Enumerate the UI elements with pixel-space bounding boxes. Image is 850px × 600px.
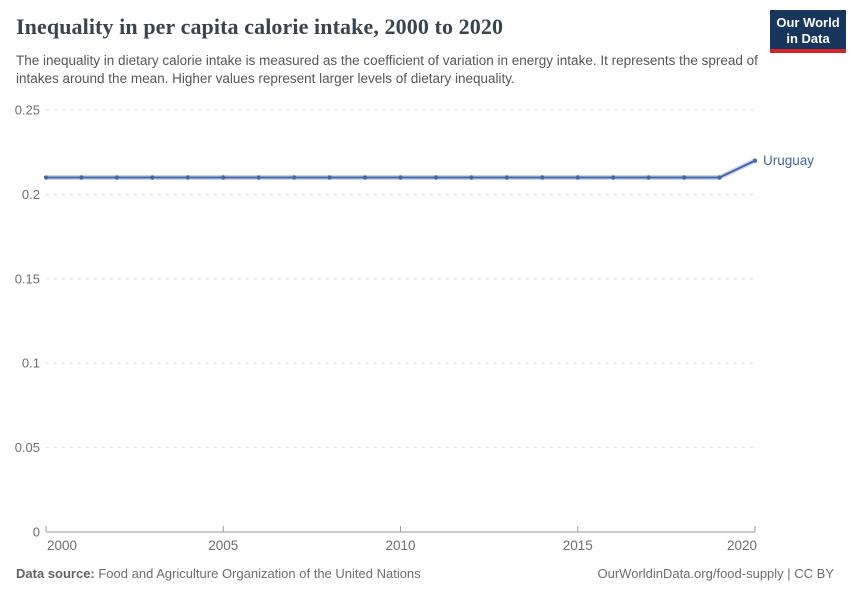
data-point-Uruguay-2005[interactable] — [221, 175, 226, 180]
chart-subtitle: The inequality in dietary calorie intake… — [16, 53, 758, 86]
series-line-halo-Uruguay — [46, 158, 757, 181]
owid-logo-line2: in Data — [786, 30, 830, 46]
data-point-Uruguay-2004[interactable] — [185, 175, 190, 180]
data-source-note: Data source: Food and Agriculture Organi… — [16, 566, 421, 581]
chart-footer: Data source: Food and Agriculture Organi… — [16, 566, 834, 581]
data-point-Uruguay-2011[interactable] — [433, 175, 439, 180]
y-tick-label-0.1: 0.1 — [22, 356, 40, 371]
data-point-Uruguay-2000[interactable] — [43, 175, 49, 180]
x-tick-label-2020: 2020 — [727, 538, 757, 553]
data-point-Uruguay-2006[interactable] — [256, 175, 261, 180]
data-point-Uruguay-2002[interactable] — [114, 175, 119, 180]
data-point-Uruguay-2017[interactable] — [646, 175, 651, 180]
x-tick-label-2000: 2000 — [47, 538, 77, 553]
data-point-Uruguay-2008[interactable] — [327, 175, 332, 180]
data-point-Uruguay-2020[interactable] — [752, 158, 758, 163]
owid-license-link[interactable]: OurWorldinData.org/food-supply | CC BY — [597, 566, 834, 581]
data-source-label: Data source: — [16, 566, 95, 581]
data-point-Uruguay-2012[interactable] — [469, 175, 474, 180]
x-tick-label-2015: 2015 — [563, 538, 593, 553]
data-point-Uruguay-2010[interactable] — [398, 175, 403, 180]
series-line-Uruguay[interactable] — [46, 159, 756, 179]
data-point-Uruguay-2014[interactable] — [540, 175, 545, 180]
series-label-Uruguay[interactable]: Uruguay — [763, 153, 814, 168]
y-tick-label-0.25: 0.25 — [15, 103, 40, 118]
chart-title: Inequality in per capita calorie intake,… — [16, 14, 504, 39]
data-source-text: Food and Agriculture Organization of the… — [94, 566, 421, 581]
y-tick-label-0.2: 0.2 — [22, 187, 40, 202]
owid-logo-line1: Our World — [776, 15, 840, 30]
x-tick-label-2005: 2005 — [208, 538, 238, 553]
data-point-Uruguay-2007[interactable] — [292, 175, 297, 180]
data-point-Uruguay-2019[interactable] — [717, 175, 722, 180]
data-point-Uruguay-2003[interactable] — [150, 175, 155, 180]
data-point-Uruguay-2016[interactable] — [611, 175, 616, 180]
y-tick-label-0.05: 0.05 — [15, 440, 40, 455]
owid-logo[interactable]: Our World in Data — [770, 10, 846, 53]
y-tick-label-0.15: 0.15 — [15, 271, 40, 286]
data-point-Uruguay-2015[interactable] — [575, 175, 580, 180]
data-point-Uruguay-2001[interactable] — [79, 175, 84, 180]
data-point-Uruguay-2013[interactable] — [504, 175, 509, 180]
y-tick-label-0: 0 — [33, 525, 40, 540]
data-point-Uruguay-2009[interactable] — [362, 175, 368, 180]
x-tick-label-2010: 2010 — [385, 538, 415, 553]
data-point-Uruguay-2018[interactable] — [682, 175, 687, 180]
